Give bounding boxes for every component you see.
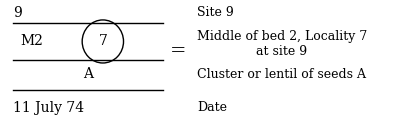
Text: Date: Date xyxy=(197,101,227,114)
Text: Cluster or lentil of seeds A: Cluster or lentil of seeds A xyxy=(197,67,366,81)
Text: A: A xyxy=(83,67,93,81)
Text: Site 9: Site 9 xyxy=(197,6,234,19)
Text: 11 July 74: 11 July 74 xyxy=(13,101,84,115)
Text: =: = xyxy=(170,42,186,60)
Text: M2: M2 xyxy=(20,34,43,49)
Text: 7: 7 xyxy=(98,34,107,49)
Text: Middle of bed 2, Locality 7
at site 9: Middle of bed 2, Locality 7 at site 9 xyxy=(197,30,367,58)
Text: 9: 9 xyxy=(13,6,22,20)
